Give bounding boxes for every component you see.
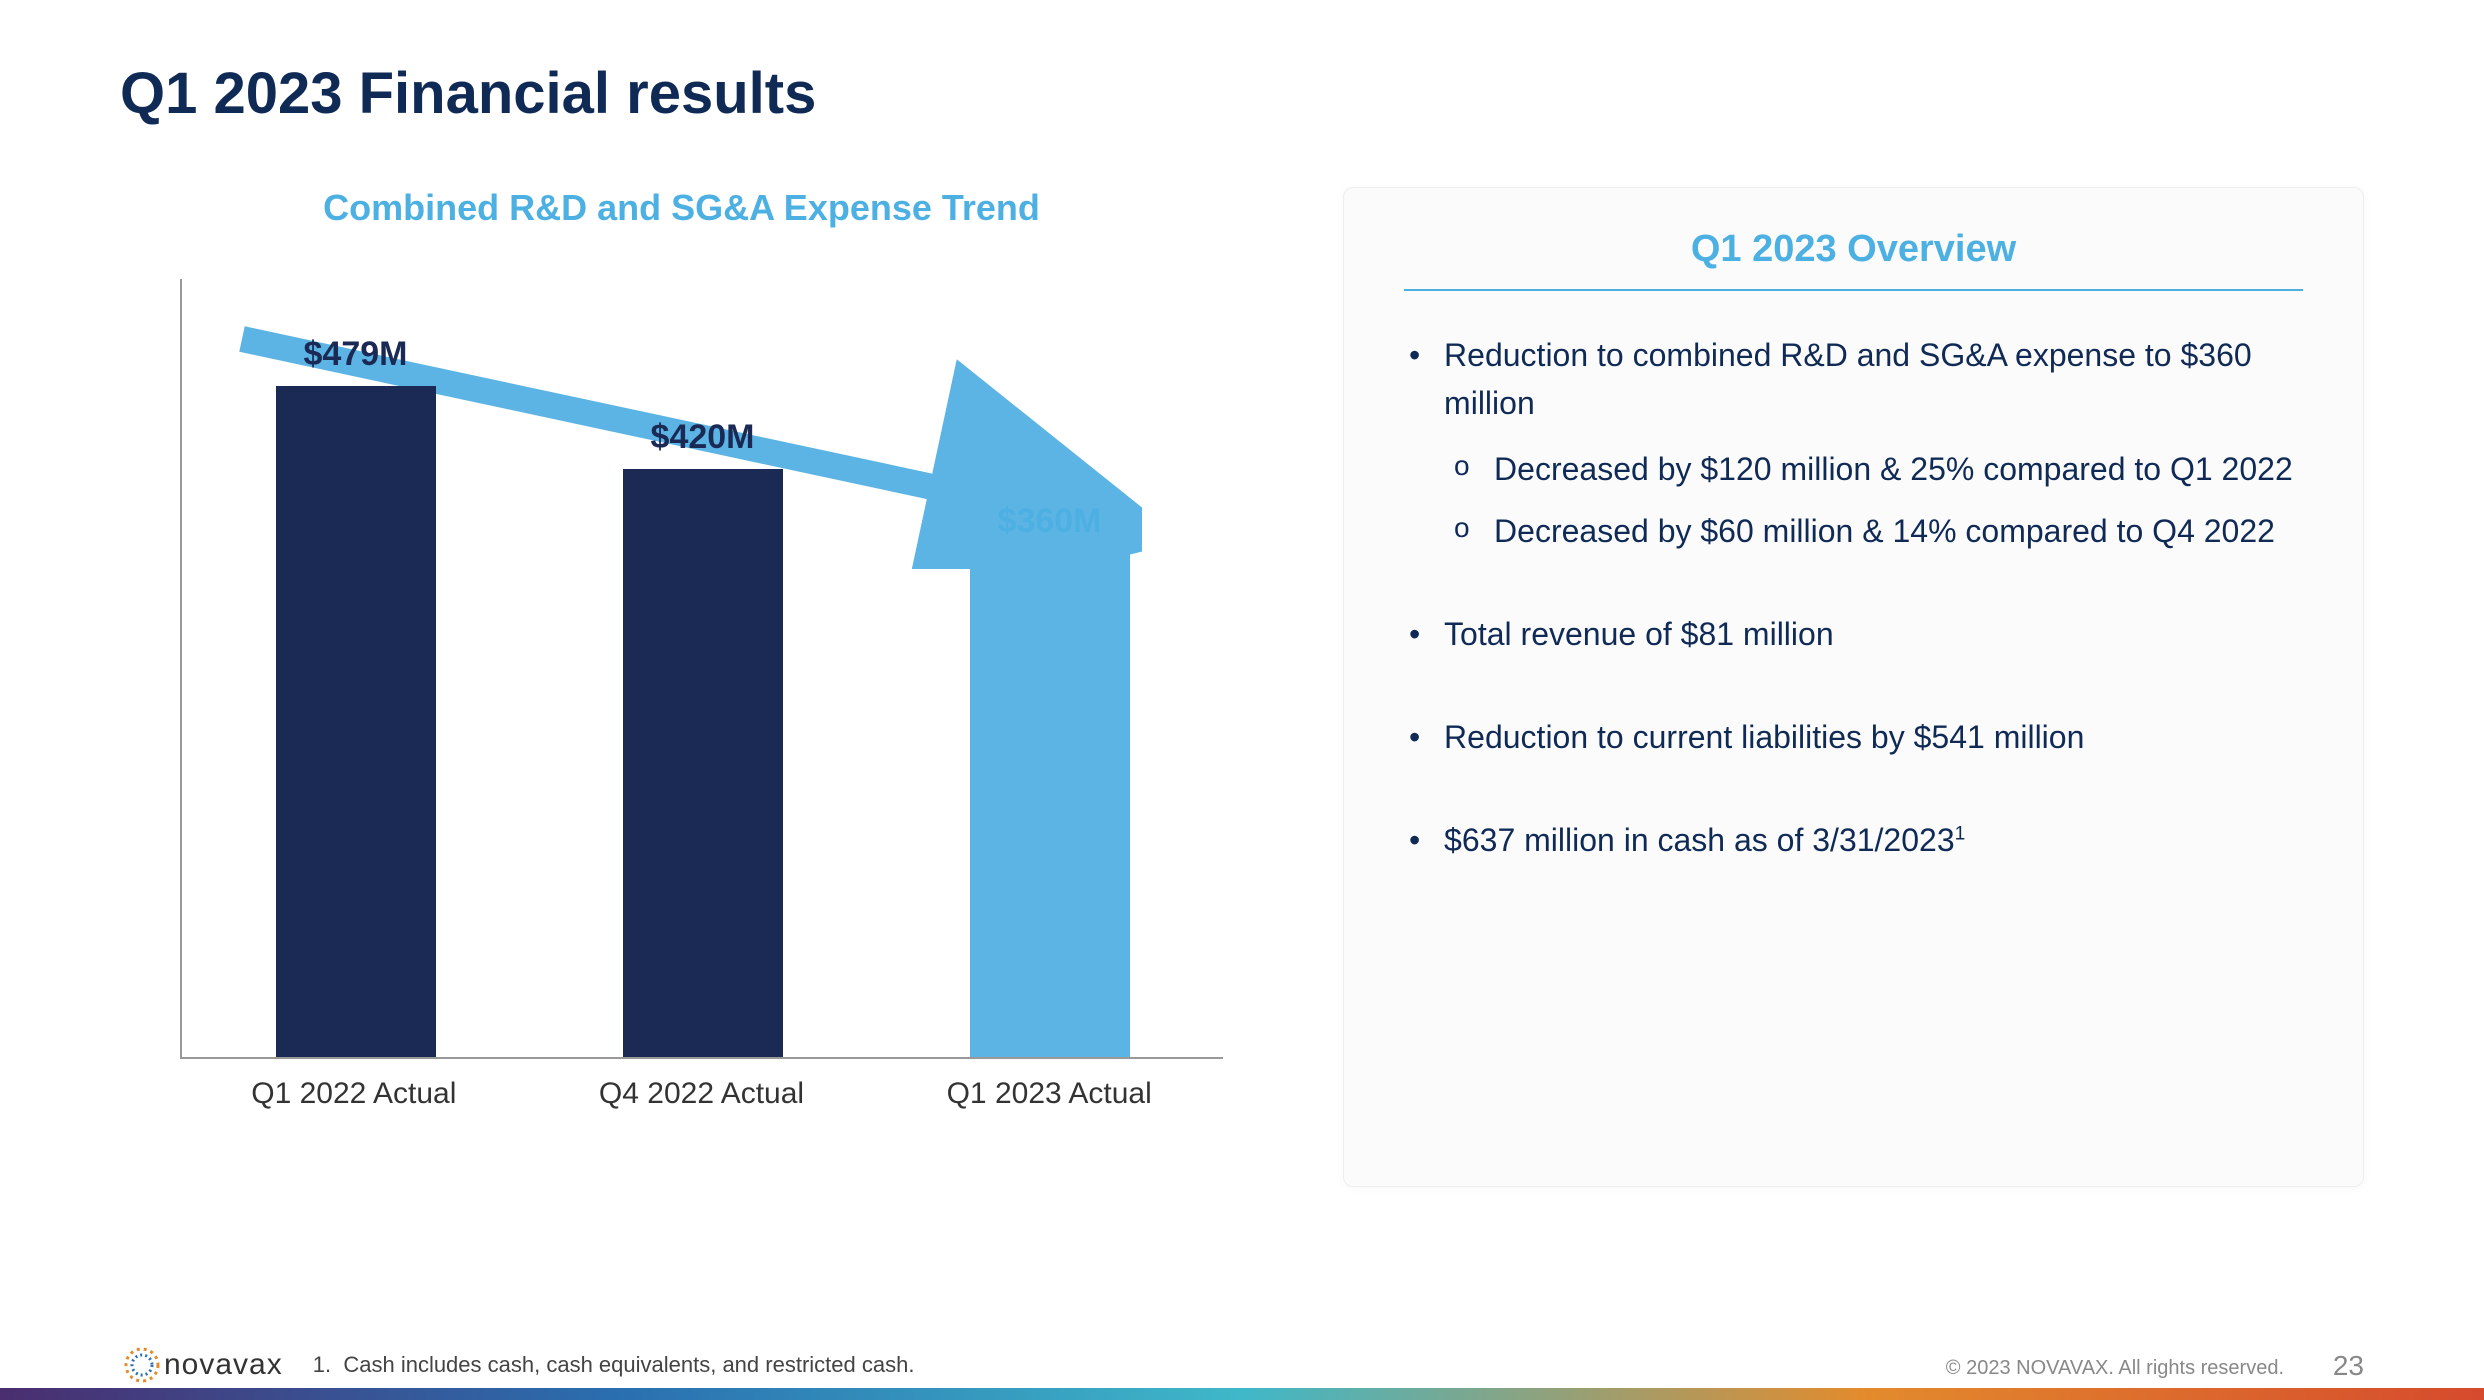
bar-chart: $479M $420M $360M: [180, 279, 1223, 1059]
overview-title: Q1 2023 Overview: [1404, 228, 2303, 291]
bar: [623, 469, 783, 1057]
x-axis-label: Q1 2022 Actual: [208, 1077, 500, 1111]
footnote: 1. Cash includes cash, cash equivalents,…: [313, 1352, 915, 1378]
copyright: © 2023 NOVAVAX. All rights reserved.: [1946, 1357, 2284, 1380]
overview-bullet: $637 million in cash as of 3/31/20231: [1404, 816, 2303, 864]
bar-value-label: $360M: [998, 502, 1102, 541]
overview-sub-bullet: Decreased by $60 million & 14% compared …: [1444, 507, 2303, 555]
bottom-gradient-bar: [0, 1388, 2484, 1400]
page-number: 23: [2333, 1350, 2364, 1382]
company-logo: novavax: [120, 1343, 283, 1387]
bar-group: $479M: [210, 335, 501, 1057]
x-axis-label: Q1 2023 Actual: [903, 1077, 1195, 1111]
overview-bullet: Total revenue of $81 million: [1404, 610, 2303, 658]
bar-group: $360M: [904, 502, 1195, 1057]
bar: [276, 386, 436, 1057]
x-axis-labels: Q1 2022 Actual Q4 2022 Actual Q1 2023 Actu…: [180, 1077, 1223, 1111]
overview-bullet: Reduction to current liabilities by $541…: [1404, 713, 2303, 761]
logo-text: novavax: [164, 1348, 283, 1382]
overview-sub-bullet: Decreased by $120 million & 25% compared…: [1444, 445, 2303, 493]
overview-bullet: Reduction to combined R&D and SG&A expen…: [1404, 331, 2303, 555]
bar-value-label: $479M: [304, 335, 408, 374]
logo-icon: [120, 1343, 164, 1387]
slide-title: Q1 2023 Financial results: [120, 60, 2364, 127]
bar-value-label: $420M: [651, 418, 755, 457]
bar: [970, 553, 1130, 1057]
chart-title: Combined R&D and SG&A Expense Trend: [120, 187, 1243, 229]
x-axis-label: Q4 2022 Actual: [555, 1077, 847, 1111]
overview-panel: Q1 2023 Overview Reduction to combined R…: [1343, 187, 2364, 1187]
chart-column: Combined R&D and SG&A Expense Trend $479…: [120, 187, 1243, 1187]
overview-list: Reduction to combined R&D and SG&A expen…: [1404, 331, 2303, 864]
bar-group: $420M: [557, 418, 848, 1057]
